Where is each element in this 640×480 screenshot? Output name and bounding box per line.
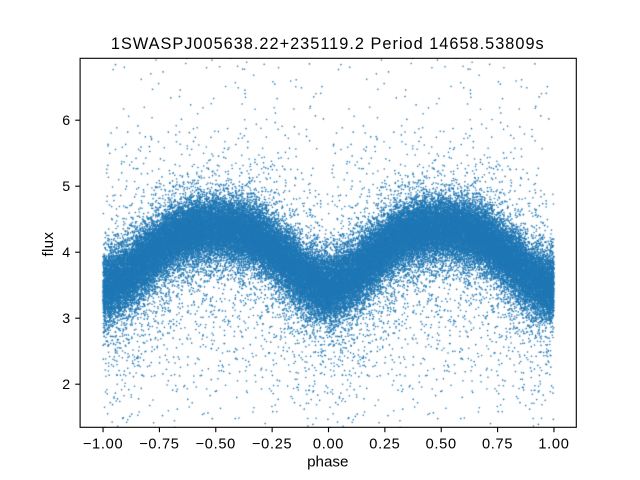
svg-text:5: 5 — [62, 179, 70, 195]
svg-text:−0.75: −0.75 — [139, 436, 179, 452]
svg-text:−0.50: −0.50 — [196, 436, 236, 452]
svg-text:phase: phase — [307, 454, 348, 471]
svg-text:3: 3 — [62, 311, 70, 327]
svg-text:0.00: 0.00 — [313, 436, 344, 452]
svg-text:6: 6 — [62, 113, 70, 129]
svg-text:1.00: 1.00 — [538, 436, 569, 452]
svg-text:0.75: 0.75 — [482, 436, 513, 452]
svg-text:4: 4 — [62, 245, 70, 261]
svg-text:0.25: 0.25 — [369, 436, 400, 452]
svg-text:1SWASPJ005638.22+235119.2 Peri: 1SWASPJ005638.22+235119.2 Period 14658.5… — [111, 35, 545, 53]
svg-text:−0.25: −0.25 — [252, 436, 292, 452]
svg-text:2: 2 — [62, 377, 70, 393]
svg-text:−1.00: −1.00 — [83, 436, 123, 452]
svg-text:flux: flux — [40, 232, 57, 257]
svg-text:0.50: 0.50 — [426, 436, 457, 452]
